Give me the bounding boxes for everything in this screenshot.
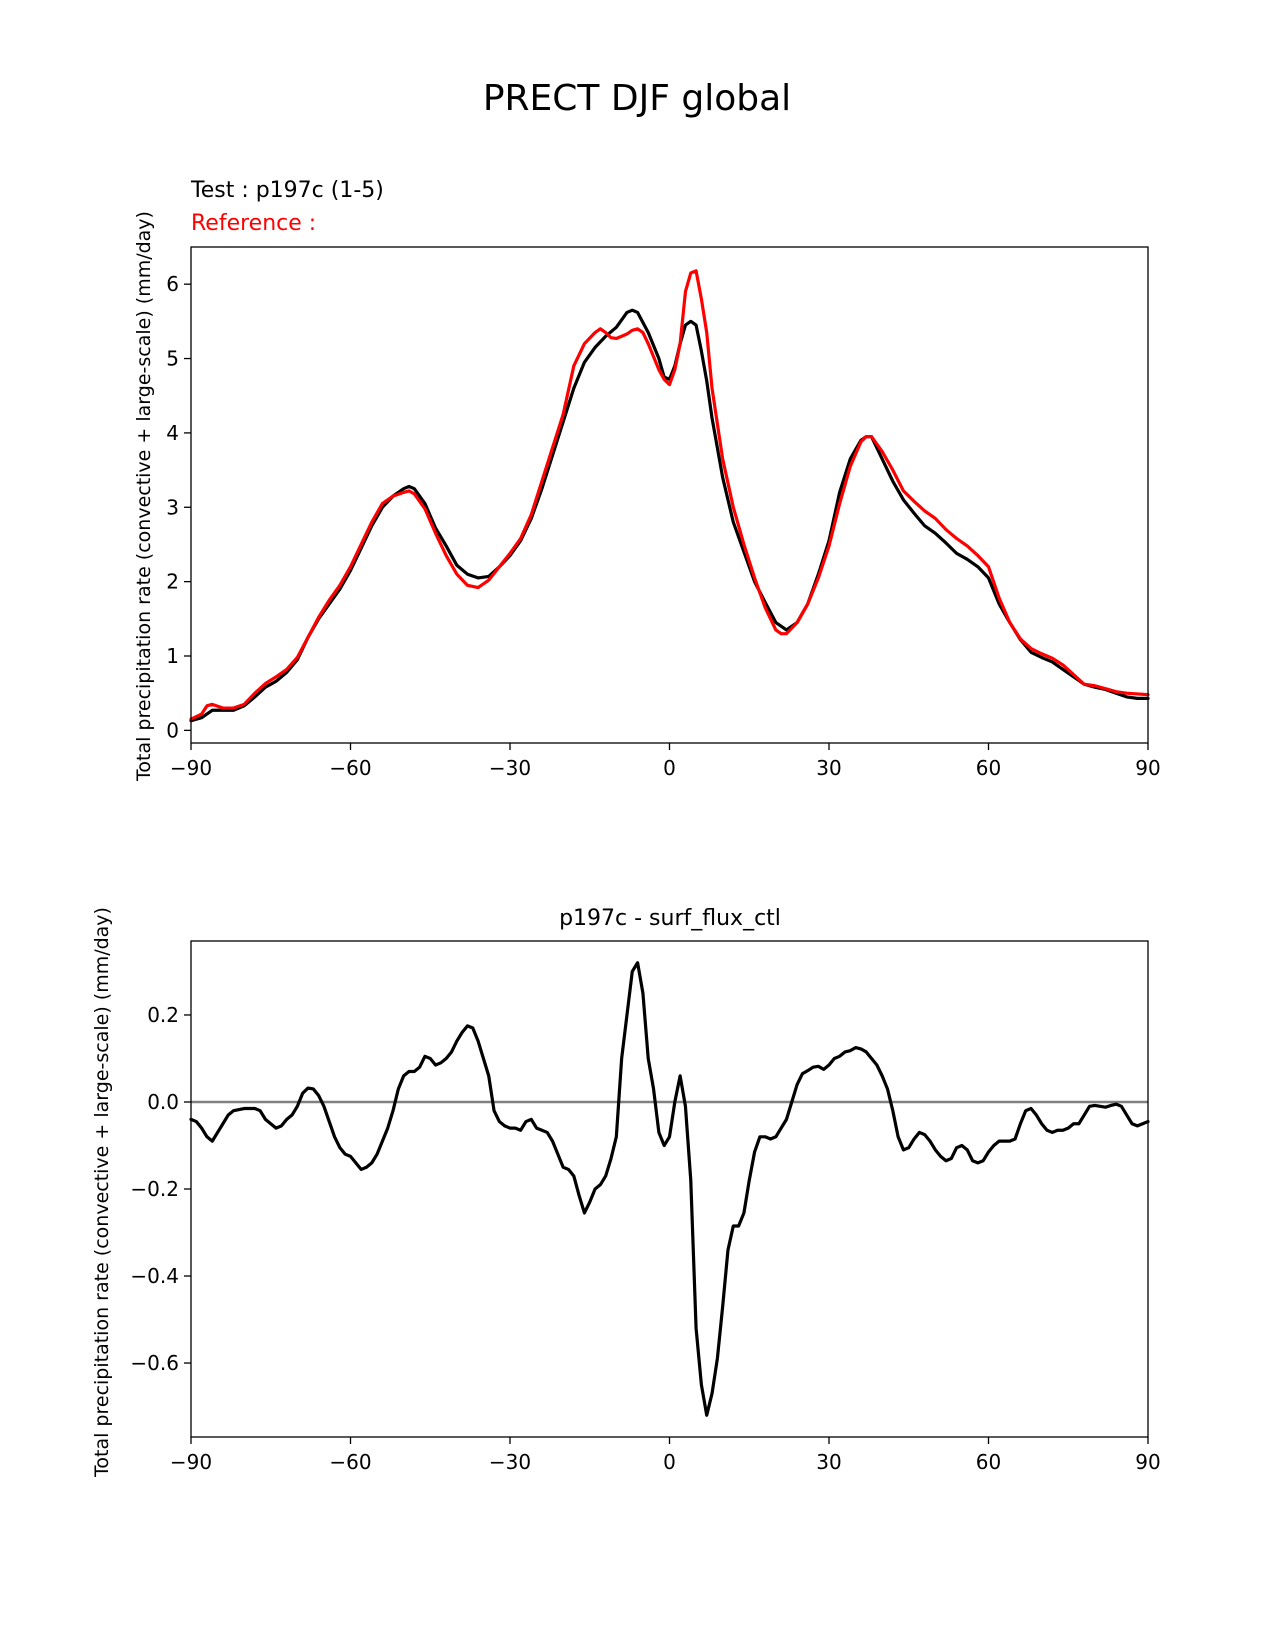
plot-frame <box>190 246 1149 744</box>
x-tick-label: 60 <box>976 1450 1001 1474</box>
figure-title: PRECT DJF global <box>483 78 791 119</box>
bottom-chart-title: p197c - surf_flux_ctl <box>559 906 781 931</box>
y-tick-label: 0.0 <box>147 1090 179 1114</box>
x-tick-label: 0 <box>663 1450 676 1474</box>
x-tick-label: 30 <box>816 756 841 780</box>
y-tick-label: 1 <box>166 644 179 668</box>
plot-frame <box>190 940 1149 1438</box>
y-tick-label: −0.4 <box>130 1264 179 1288</box>
y-tick-label: 4 <box>166 421 179 445</box>
x-tick-label: −30 <box>489 1450 531 1474</box>
y-tick-label: 3 <box>166 495 179 519</box>
series-line-reference <box>189 269 1150 721</box>
y-tick-label: −0.2 <box>130 1177 179 1201</box>
x-tick-label: −60 <box>329 756 371 780</box>
x-tick-label: 30 <box>816 1450 841 1474</box>
bottom-panel: p197c - surf_flux_ctl Total precipitatio… <box>91 906 1161 1478</box>
y-tick-label: 0.2 <box>147 1003 179 1027</box>
x-tick-label: 0 <box>663 756 676 780</box>
x-tick-label: 90 <box>1135 756 1160 780</box>
x-tick-label: −90 <box>170 756 212 780</box>
y-tick-label: 0 <box>166 718 179 742</box>
top-y-axis-label: Total precipitation rate (convective + l… <box>133 211 155 782</box>
x-tick-label: −60 <box>329 1450 371 1474</box>
reference-label: Reference : <box>191 211 316 236</box>
series-line-test <box>189 961 1150 1417</box>
series-line-test <box>189 308 1150 723</box>
x-tick-label: 90 <box>1135 1450 1160 1474</box>
y-tick-label: 6 <box>166 272 179 296</box>
y-tick-label: 2 <box>166 570 179 594</box>
x-tick-label: 60 <box>976 756 1001 780</box>
test-label: Test : p197c (1-5) <box>190 178 384 203</box>
y-tick-label: −0.6 <box>130 1351 179 1375</box>
x-tick-label: −30 <box>489 756 531 780</box>
top-panel: Test : p197c (1-5) Reference : Total pre… <box>133 178 1161 782</box>
x-tick-label: −90 <box>170 1450 212 1474</box>
bottom-y-axis-label: Total precipitation rate (convective + l… <box>91 907 113 1478</box>
y-tick-label: 5 <box>166 347 179 371</box>
